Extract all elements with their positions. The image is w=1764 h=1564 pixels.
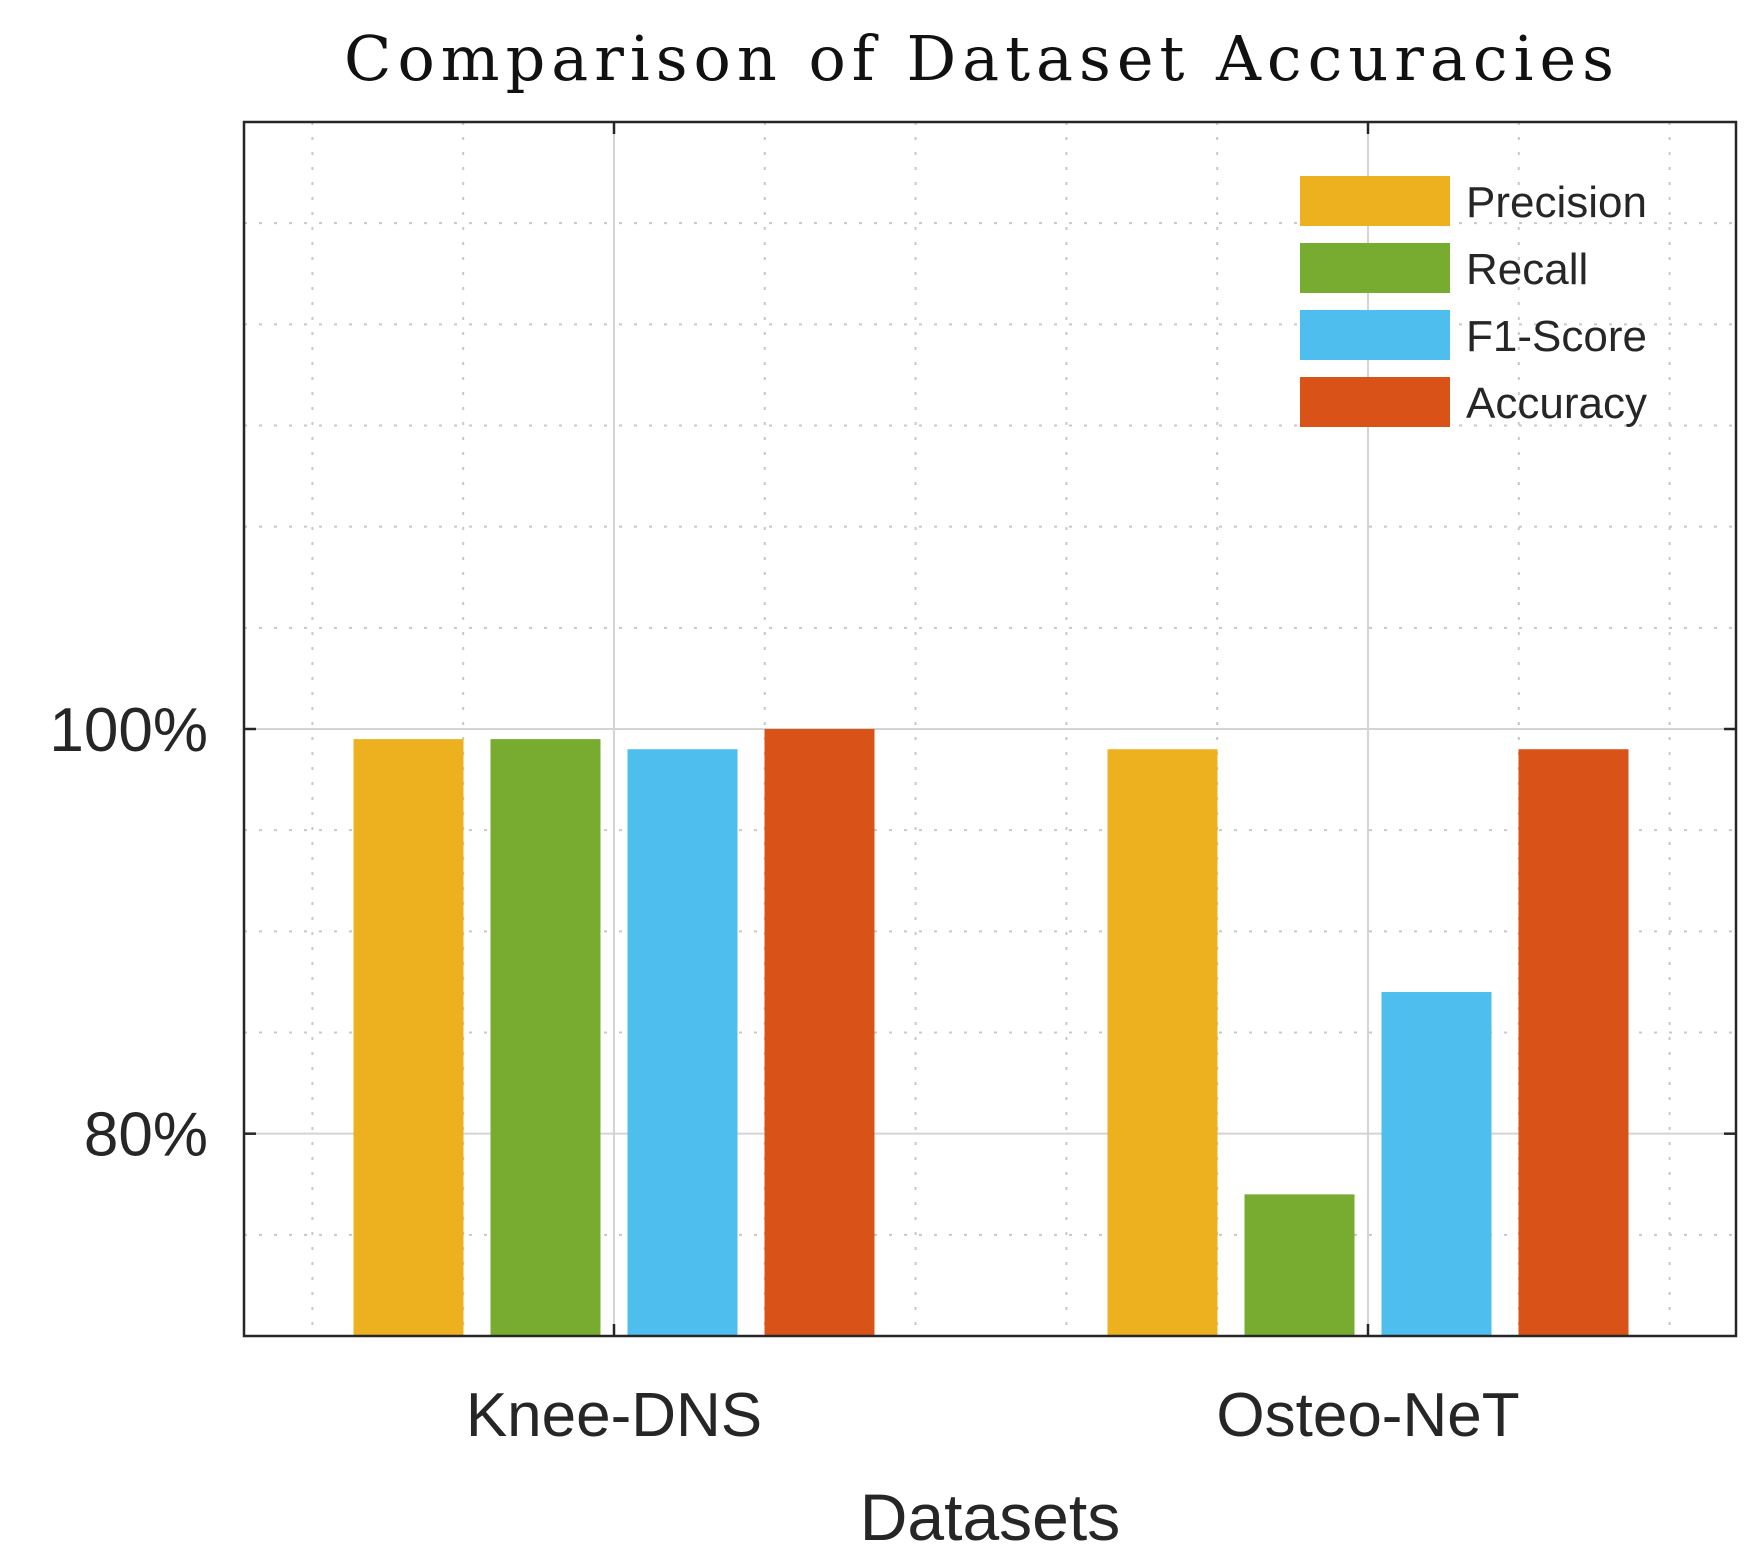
x-tick-label: Knee-DNS [466,1381,762,1450]
x-axis-title: Datasets [860,1480,1120,1554]
y-tick-label: 80% [84,1101,208,1170]
bar-f1-score-knee-dns [627,749,738,1336]
chart-title: Comparison of Dataset Accuracies [344,22,1620,95]
bar-accuracy-osteo-net [1518,749,1629,1336]
bar-f1-score-osteo-net [1381,992,1492,1336]
legend-label-precision: Precision [1466,178,1647,227]
bar-recall-knee-dns [490,739,601,1336]
y-tick-labels: 80% 100% [49,696,208,1170]
axis-ticks [244,122,1736,1336]
bar-accuracy-knee-dns [764,729,875,1336]
legend-swatch-recall [1300,243,1450,293]
bar-recall-osteo-net [1244,1194,1355,1336]
legend: Precision Recall F1-Score Accuracy [1300,176,1647,428]
legend-swatch-f1-score [1300,310,1450,360]
legend-label-recall: Recall [1466,245,1588,294]
legend-label-f1-score: F1-Score [1466,312,1647,361]
y-tick-label: 100% [49,696,208,765]
x-tick-labels: Knee-DNS Osteo-NeT [466,1381,1520,1450]
bar-precision-knee-dns [353,739,464,1336]
bars [353,729,1629,1336]
legend-swatch-precision [1300,176,1450,226]
legend-label-accuracy: Accuracy [1466,379,1647,428]
x-tick-label: Osteo-NeT [1216,1381,1519,1450]
bar-precision-osteo-net [1107,749,1218,1336]
legend-swatch-accuracy [1300,377,1450,427]
